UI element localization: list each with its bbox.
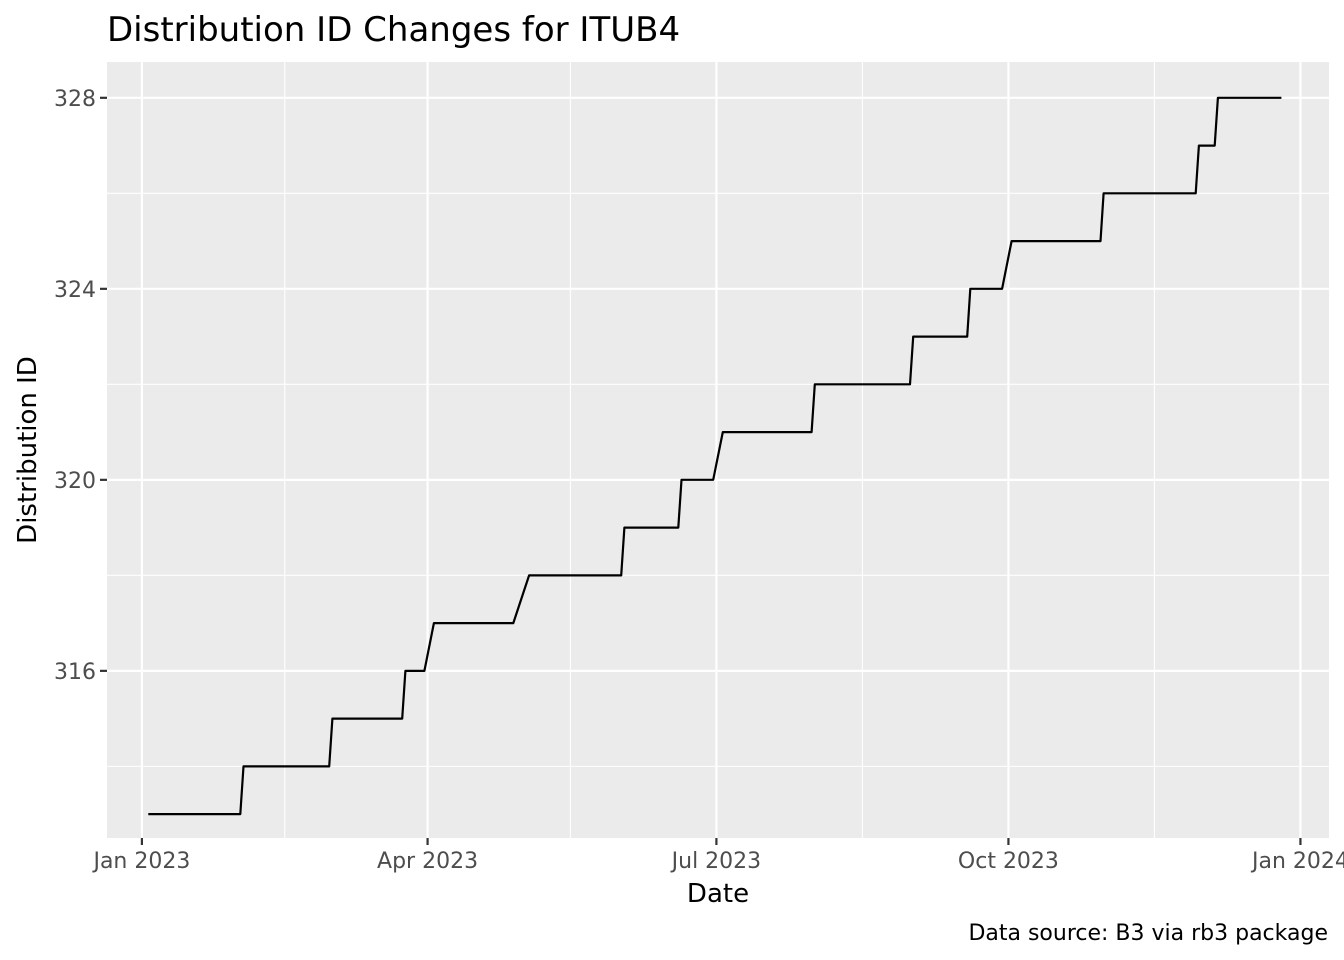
y-tick-label: 320 xyxy=(54,469,96,494)
y-tick-label: 324 xyxy=(54,278,96,303)
y-tick-label: 328 xyxy=(54,87,96,112)
minor-gridlines xyxy=(107,62,1329,838)
x-tick-label: Jul 2023 xyxy=(670,849,762,874)
chart-title: Distribution ID Changes for ITUB4 xyxy=(107,10,680,50)
x-tick-label: Oct 2023 xyxy=(958,849,1059,874)
x-axis-title: Date xyxy=(687,879,749,909)
x-tick-label: Jan 2023 xyxy=(91,849,190,874)
series-line xyxy=(148,96,1282,816)
axis-ticks xyxy=(100,96,1302,845)
y-tick-label: 316 xyxy=(54,660,96,685)
major-gridlines xyxy=(107,62,1329,838)
tick-labels: 316 320 324 328 Jan 2023 Apr 2023 Jul 2023 Oct … xyxy=(54,87,1344,874)
x-tick-label: Jan 2024 xyxy=(1250,849,1344,874)
caption: Data source: B3 via rb3 package xyxy=(968,921,1328,946)
y-axis-title: Distribution ID xyxy=(13,356,43,544)
x-tick-label: Apr 2023 xyxy=(377,849,478,874)
plot-panel xyxy=(107,62,1329,838)
